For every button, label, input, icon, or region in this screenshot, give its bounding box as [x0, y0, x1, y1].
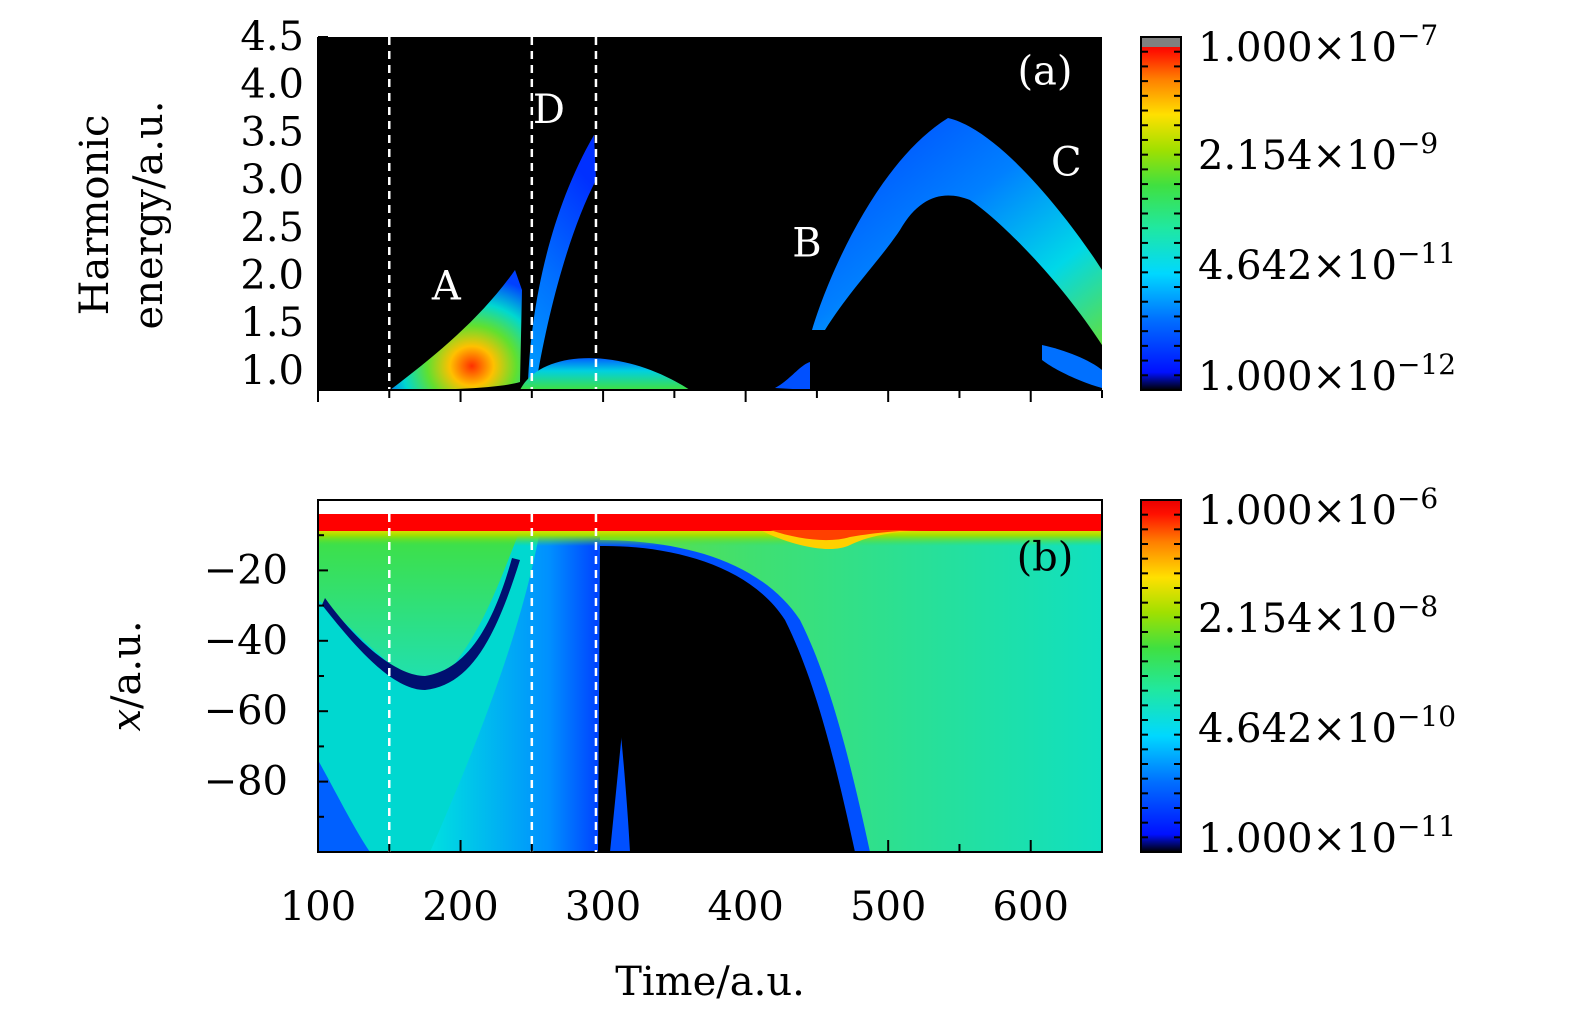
- region-left-bottom-blue: [318, 760, 370, 852]
- panel-a-ylabel-line1: Harmonic: [72, 115, 118, 316]
- panel-b-ylabel-var: x: [104, 709, 150, 732]
- feature-depleted-region: [598, 545, 855, 852]
- panel-a: A D B C (a) 1.01.52.02.53.03.54.04.5 Harmoni…: [72, 14, 1456, 402]
- x-tick-label: 400: [707, 884, 783, 930]
- panel-a-heatmap: [390, 118, 1102, 390]
- colorbar-a-overflow: [1141, 37, 1181, 47]
- panel-b-xlabel: Time/a.u.: [615, 959, 805, 1005]
- feature-b-c-arch: [812, 118, 1102, 345]
- y-tick-label: 1.5: [240, 300, 304, 346]
- region-label-c: C: [1051, 139, 1082, 185]
- region-blue-column: [430, 530, 600, 852]
- colorbar-b-ticks: [1141, 499, 1181, 853]
- colorbar-label: 4.642×10−10: [1198, 700, 1456, 752]
- panel-b-heatmap: [318, 514, 1102, 852]
- panel-b-ticks: −20 −40 −60 −80 100 200 300 400 500 600: [204, 534, 1103, 930]
- colorbar-label: 1.000×10−6: [1198, 482, 1438, 534]
- colorbar-b-labels: 1.000×10−6 2.154×10−8 4.642×10−10 1.000×10−…: [1198, 482, 1456, 862]
- panel-b-annotations: (b): [1017, 534, 1074, 580]
- colorbar-label: 1.000×10−7: [1198, 19, 1438, 71]
- panel-a-tag: (a): [1017, 49, 1072, 95]
- panel-b-guide-lines: [388, 514, 598, 852]
- y-tick-label: 2.5: [240, 205, 304, 251]
- colorbar-label: 1.000×10−12: [1198, 348, 1456, 400]
- panel-a-annotations: A D B C (a): [431, 49, 1082, 310]
- feature-d: [528, 135, 596, 390]
- y-tick-label: 3.0: [240, 157, 304, 203]
- y-tick-label: 1.0: [240, 348, 304, 394]
- feature-a: [390, 270, 522, 390]
- y-tick-label: −40: [204, 618, 288, 664]
- x-tick-label: 300: [565, 884, 641, 930]
- feature-low-band: [520, 358, 690, 390]
- y-tick-label: −20: [204, 547, 288, 593]
- region-left-green: [318, 530, 520, 682]
- colorbar-label: 1.000×10−11: [1198, 810, 1456, 862]
- feature-bound-state: [318, 514, 1102, 531]
- panel-b-tag: (b): [1017, 534, 1074, 580]
- panel-a-background: [318, 37, 1102, 390]
- x-tick-label: 200: [422, 884, 498, 930]
- colorbar-a-ticks: [1141, 36, 1181, 391]
- panel-a-guide-lines: [388, 37, 598, 390]
- panel-b-ylabel-unit: /a.u.: [104, 620, 150, 709]
- feature-b-blip: [775, 362, 810, 390]
- panel-b: (b) −20 −40 −60 −80 100 200 300 400 500 600 x/a.u…: [104, 482, 1456, 1005]
- colorbar-label: 4.642×10−11: [1198, 237, 1456, 289]
- panel-b-ylabel: x/a.u.: [104, 620, 150, 731]
- y-tick-label: −80: [204, 759, 288, 805]
- colorbar-label: 2.154×10−8: [1198, 590, 1438, 642]
- colorbar-a: 1.000×10−7 2.154×10−9 4.642×10−11 1.000×10−…: [1140, 19, 1456, 400]
- feature-bound-state-dip: [770, 530, 930, 541]
- x-tick-label: 100: [280, 884, 356, 930]
- y-tick-label: 3.5: [240, 109, 304, 155]
- panel-a-ylabel-line2: energy/a.u.: [126, 101, 172, 330]
- colorbar-label: 2.154×10−9: [1198, 127, 1438, 179]
- y-tick-label: 4.5: [240, 14, 304, 60]
- x-tick-label: 500: [850, 884, 926, 930]
- x-tick-label: 600: [993, 884, 1069, 930]
- y-tick-label: 4.0: [240, 62, 304, 108]
- feature-depleted-region-left-edge: [598, 546, 640, 852]
- region-top-transition: [318, 528, 1102, 546]
- y-tick-label: 2.0: [240, 253, 304, 299]
- colorbar-b: 1.000×10−6 2.154×10−8 4.642×10−10 1.000×10−…: [1140, 482, 1456, 862]
- region-label-a: A: [431, 263, 462, 309]
- panel-a-ticks: 1.01.52.02.53.03.54.04.5: [240, 14, 1103, 402]
- region-label-b: B: [792, 220, 821, 266]
- colorbar-a-labels: 1.000×10−7 2.154×10−9 4.642×10−11 1.000×10−…: [1198, 19, 1456, 400]
- region-label-d: D: [533, 87, 565, 133]
- feature-c-tail: [1042, 345, 1102, 388]
- y-tick-label: −60: [204, 688, 288, 734]
- feature-wavepacket-dip: [322, 558, 520, 690]
